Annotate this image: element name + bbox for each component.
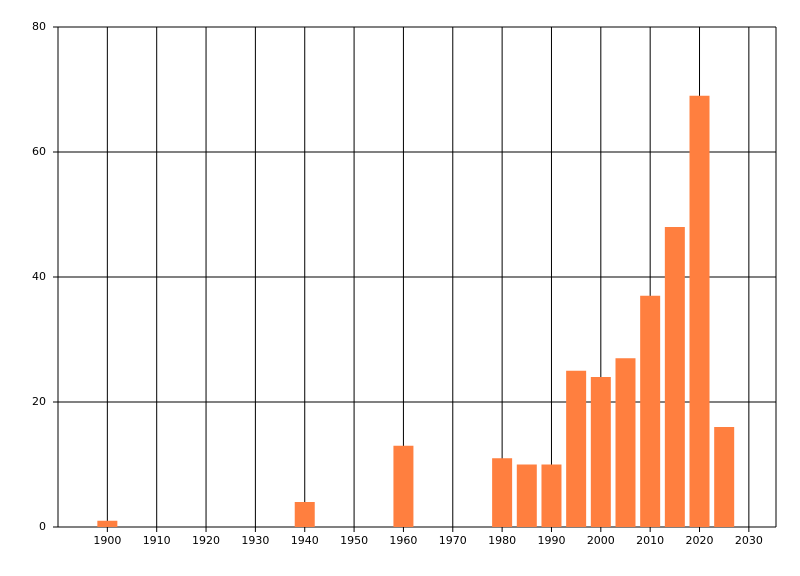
x-tick-label: 1900 [93, 534, 121, 547]
bar [615, 358, 636, 527]
x-tick-label: 1980 [488, 534, 516, 547]
x-tick-label: 1960 [389, 534, 417, 547]
y-tick-label: 0 [39, 520, 46, 533]
x-tick-label: 1930 [241, 534, 269, 547]
x-tick-label: 2020 [686, 534, 714, 547]
x-tick-label: 1910 [143, 534, 171, 547]
bar [97, 520, 118, 527]
y-tick-label: 80 [32, 20, 46, 33]
bar [590, 377, 611, 527]
x-tick-label: 2010 [636, 534, 664, 547]
bar [492, 458, 513, 527]
bar [640, 295, 661, 527]
y-tick-label: 20 [32, 395, 46, 408]
bar [294, 502, 315, 527]
x-tick-label: 1970 [439, 534, 467, 547]
bar [714, 427, 735, 527]
y-tick-label: 60 [32, 145, 46, 158]
x-tick-label: 1990 [537, 534, 565, 547]
bar [664, 227, 685, 527]
x-tick-label: 2000 [587, 534, 615, 547]
x-tick-label: 1920 [192, 534, 220, 547]
x-tick-label: 1950 [340, 534, 368, 547]
y-tick-label: 40 [32, 270, 46, 283]
x-tick-label: 1940 [291, 534, 319, 547]
bar [566, 370, 587, 527]
x-tick-label: 2030 [735, 534, 763, 547]
bar [541, 464, 562, 527]
bar [393, 445, 414, 527]
bar [516, 464, 537, 527]
bar [689, 95, 710, 527]
